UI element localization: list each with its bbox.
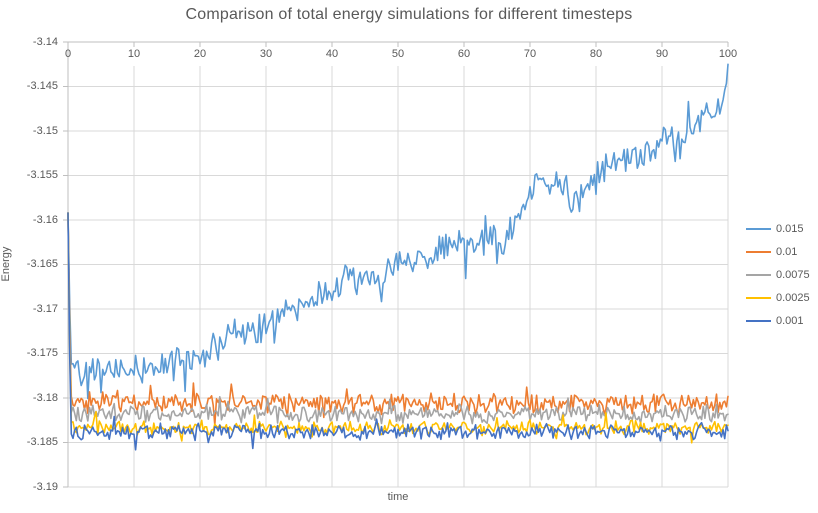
x-tick-label: 60	[457, 48, 471, 60]
legend-label: 0.0025	[776, 291, 810, 304]
legend-item-0.001[interactable]: 0.001	[746, 309, 810, 332]
x-tick-label: 100	[718, 48, 738, 60]
legend-label: 0.001	[776, 314, 804, 327]
legend-label: 0.015	[776, 222, 804, 235]
y-tick-label: -3.145	[26, 80, 58, 92]
chart-title: Comparison of total energy simulations f…	[185, 6, 633, 23]
x-tick-label: 0	[64, 48, 72, 60]
series-line-0.015	[67, 63, 729, 400]
y-tick-label: -3.15	[32, 124, 58, 137]
y-tick-label: -3.16	[32, 213, 58, 226]
x-tick-label: 20	[193, 48, 207, 60]
legend-line-swatch	[746, 273, 771, 276]
x-tick-label: 40	[325, 48, 339, 60]
y-tick-label: -3.185	[26, 436, 58, 448]
legend-item-0.01[interactable]: 0.01	[746, 240, 810, 263]
legend-item-0.015[interactable]: 0.015	[746, 217, 810, 240]
legend-label: 0.01	[776, 245, 798, 258]
x-tick-label: 30	[259, 48, 273, 60]
x-tick-label: 90	[655, 48, 669, 60]
legend-item-0.0075[interactable]: 0.0075	[746, 263, 810, 286]
y-tick-label: -3.18	[32, 391, 58, 404]
series-line-0.0075	[67, 212, 729, 425]
y-tick-label: -3.17	[32, 302, 58, 315]
x-tick-label: 50	[391, 48, 405, 60]
legend-line-swatch	[746, 319, 771, 322]
series-line-0.01	[67, 212, 729, 426]
legend-line-swatch	[746, 296, 771, 299]
x-tick-label: 70	[523, 48, 537, 60]
legend-label: 0.0075	[776, 268, 810, 281]
y-tick-label: -3.175	[26, 347, 58, 359]
x-tick-label: 10	[127, 48, 141, 60]
y-tick-label: -3.19	[32, 480, 58, 493]
x-axis-title: time	[387, 491, 409, 503]
y-tick-label: -3.14	[32, 35, 58, 48]
legend-line-swatch	[746, 227, 771, 230]
legend-line-swatch	[746, 250, 771, 253]
y-tick-label: -3.155	[26, 169, 58, 181]
legend: 0.015 0.01 0.0075 0.0025 0.001	[746, 217, 810, 332]
y-tick-label: -3.165	[26, 258, 58, 270]
legend-item-0.0025[interactable]: 0.0025	[746, 286, 810, 309]
x-tick-label: 80	[589, 48, 603, 60]
series-line-0.001	[67, 212, 729, 451]
